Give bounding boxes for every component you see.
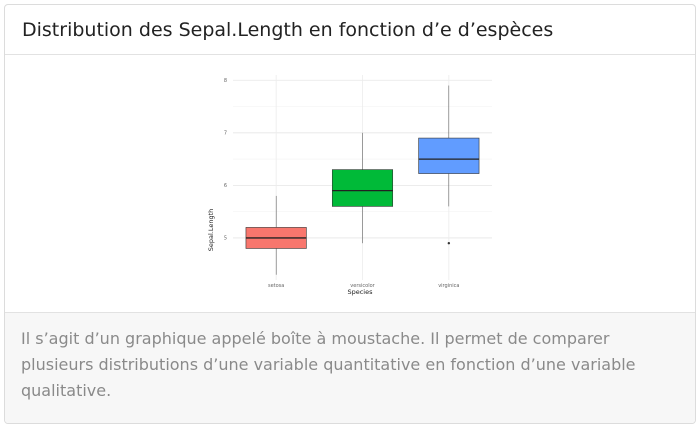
box-setosa xyxy=(245,195,307,275)
y-axis-title: Sepal.Length xyxy=(207,209,215,252)
outlier-point xyxy=(447,242,451,245)
box-layer xyxy=(245,85,480,275)
x-tick-label: setosa xyxy=(268,283,284,289)
box-body xyxy=(418,137,480,174)
card-footer: Il s’agit d’un graphique appelé boîte à … xyxy=(5,313,695,423)
tick-layer: 5 6 7 8 setosa versicolor virginica xyxy=(224,78,460,289)
chart-card: Distribution des Sepal.Length en fonctio… xyxy=(4,4,696,424)
y-tick-label: 8 xyxy=(224,78,227,84)
x-tick-label: versicolor xyxy=(350,283,375,289)
card-header: Distribution des Sepal.Length en fonctio… xyxy=(5,5,695,55)
box-versicolor xyxy=(331,132,394,244)
y-tick-label: 7 xyxy=(224,131,227,137)
box-body xyxy=(331,169,394,207)
x-axis-title: Species xyxy=(347,288,373,296)
x-tick-label: virginica xyxy=(438,283,459,289)
y-tick-label: 6 xyxy=(224,183,227,189)
card-title: Distribution des Sepal.Length en fonctio… xyxy=(22,19,554,41)
boxplot-chart: 5 6 7 8 setosa versicolor virginica Sepal.Leng… xyxy=(207,75,492,296)
y-tick-label: 5 xyxy=(224,236,227,242)
box-virginica xyxy=(418,85,480,245)
card-description: Il s’agit d’un graphique appelé boîte à … xyxy=(21,329,636,400)
plot-area: 5 6 7 8 setosa versicolor virginica Sepal.Leng… xyxy=(5,55,695,313)
